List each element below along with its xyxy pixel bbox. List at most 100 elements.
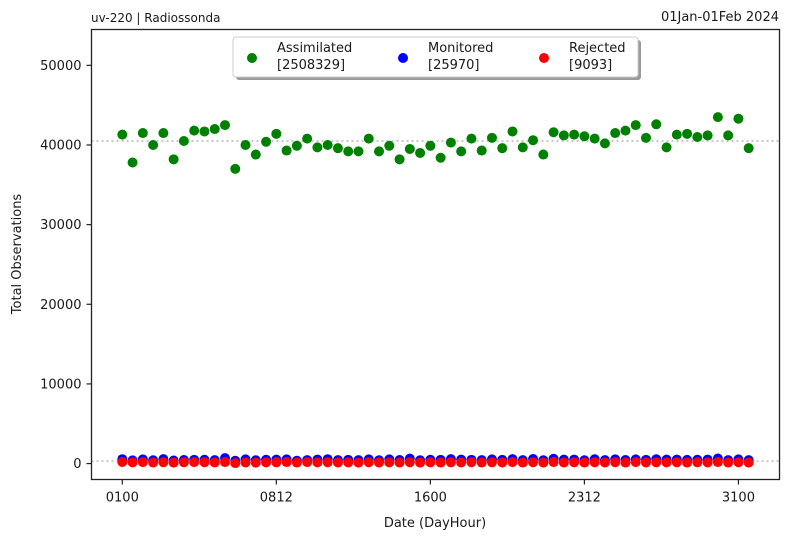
point-rejected-57 xyxy=(702,457,713,468)
point-assimilated-56 xyxy=(692,132,703,143)
point-assimilated-32 xyxy=(445,137,456,148)
point-rejected-17 xyxy=(291,457,302,468)
chart-right-title: 01Jan-01Feb 2024 xyxy=(661,10,779,25)
x-tick-label-2312: 2312 xyxy=(568,491,601,506)
point-rejected-52 xyxy=(651,457,662,468)
point-rejected-9 xyxy=(209,457,220,468)
point-rejected-18 xyxy=(302,457,313,468)
point-assimilated-16 xyxy=(281,145,292,156)
point-assimilated-45 xyxy=(579,131,590,142)
legend-label-rejected: Rejected xyxy=(569,41,626,56)
y-axis-label: Total Observations xyxy=(10,194,25,316)
point-assimilated-60 xyxy=(733,113,744,124)
point-assimilated-27 xyxy=(394,154,405,165)
point-rejected-40 xyxy=(528,457,539,468)
point-rejected-12 xyxy=(240,457,251,468)
point-rejected-35 xyxy=(476,457,487,468)
point-assimilated-41 xyxy=(538,149,549,160)
point-rejected-46 xyxy=(589,457,600,468)
point-rejected-29 xyxy=(415,457,426,468)
point-assimilated-5 xyxy=(168,154,179,165)
y-tick-label-50000: 50000 xyxy=(40,59,81,74)
point-rejected-51 xyxy=(641,457,652,468)
point-rejected-11 xyxy=(230,458,241,469)
point-rejected-7 xyxy=(189,457,200,468)
point-assimilated-25 xyxy=(374,146,385,157)
point-rejected-55 xyxy=(682,457,693,468)
y-tick-label-30000: 30000 xyxy=(40,218,81,233)
point-rejected-0 xyxy=(117,456,128,467)
point-assimilated-35 xyxy=(476,145,487,156)
legend-label-monitored: Monitored xyxy=(428,41,493,56)
x-tick-label-1600: 1600 xyxy=(414,491,447,506)
point-rejected-38 xyxy=(507,457,518,468)
y-tick-label-20000: 20000 xyxy=(40,298,81,313)
point-rejected-20 xyxy=(322,457,333,468)
point-rejected-56 xyxy=(692,457,703,468)
point-assimilated-30 xyxy=(425,140,436,151)
point-assimilated-59 xyxy=(723,130,734,141)
point-assimilated-21 xyxy=(332,143,343,154)
point-assimilated-50 xyxy=(630,120,641,131)
point-rejected-39 xyxy=(517,457,528,468)
point-assimilated-38 xyxy=(507,126,518,137)
point-assimilated-17 xyxy=(291,140,302,151)
point-rejected-47 xyxy=(599,457,610,468)
point-assimilated-15 xyxy=(271,128,282,139)
point-assimilated-14 xyxy=(261,136,272,147)
legend-label-assimilated: Assimilated xyxy=(277,41,352,56)
point-rejected-1 xyxy=(127,457,138,468)
legend-box xyxy=(232,36,639,78)
legend-total-monitored: [25970] xyxy=(428,58,480,73)
legend: Assimilated [2508329] Monitored [25970] … xyxy=(232,36,641,80)
point-rejected-54 xyxy=(671,457,682,468)
point-assimilated-10 xyxy=(219,120,230,131)
point-assimilated-57 xyxy=(702,130,713,141)
point-rejected-3 xyxy=(148,457,159,468)
point-assimilated-9 xyxy=(209,124,220,135)
point-rejected-30 xyxy=(425,457,436,468)
point-rejected-24 xyxy=(363,457,374,468)
point-assimilated-55 xyxy=(682,128,693,139)
point-rejected-15 xyxy=(271,457,282,468)
point-rejected-59 xyxy=(723,457,734,468)
y-tick-label-40000: 40000 xyxy=(40,138,81,153)
point-assimilated-54 xyxy=(671,129,682,140)
data-points xyxy=(117,112,754,469)
point-rejected-13 xyxy=(250,457,261,468)
point-assimilated-52 xyxy=(651,119,662,130)
x-axis-label: Date (DayHour) xyxy=(384,516,486,531)
point-assimilated-28 xyxy=(404,143,415,154)
point-assimilated-37 xyxy=(497,143,508,154)
point-assimilated-29 xyxy=(415,147,426,158)
point-rejected-28 xyxy=(404,457,415,468)
point-rejected-61 xyxy=(743,457,754,468)
point-assimilated-40 xyxy=(528,135,539,146)
point-rejected-10 xyxy=(219,457,230,468)
point-assimilated-48 xyxy=(610,128,621,139)
point-assimilated-6 xyxy=(178,136,189,147)
point-assimilated-31 xyxy=(435,152,446,163)
point-rejected-42 xyxy=(548,457,559,468)
point-assimilated-44 xyxy=(569,129,580,140)
plot-frame xyxy=(90,28,781,481)
point-rejected-4 xyxy=(158,457,169,468)
point-assimilated-7 xyxy=(189,125,200,136)
point-rejected-41 xyxy=(538,457,549,468)
point-rejected-19 xyxy=(312,457,323,468)
legend-marker-assimilated xyxy=(247,53,257,63)
point-assimilated-18 xyxy=(302,133,313,144)
point-rejected-16 xyxy=(281,457,292,468)
point-assimilated-13 xyxy=(250,149,261,160)
point-rejected-48 xyxy=(610,457,621,468)
point-assimilated-4 xyxy=(158,128,169,139)
chart-left-title: uv-220 | Radiossonda xyxy=(91,11,220,25)
point-rejected-25 xyxy=(374,457,385,468)
y-axis-ticks: 0 10000 20000 30000 40000 50000 xyxy=(40,59,92,472)
y-tick-label-0: 0 xyxy=(73,457,81,472)
point-rejected-22 xyxy=(343,457,354,468)
point-assimilated-53 xyxy=(661,142,672,153)
point-rejected-6 xyxy=(178,457,189,468)
point-assimilated-12 xyxy=(240,139,251,150)
